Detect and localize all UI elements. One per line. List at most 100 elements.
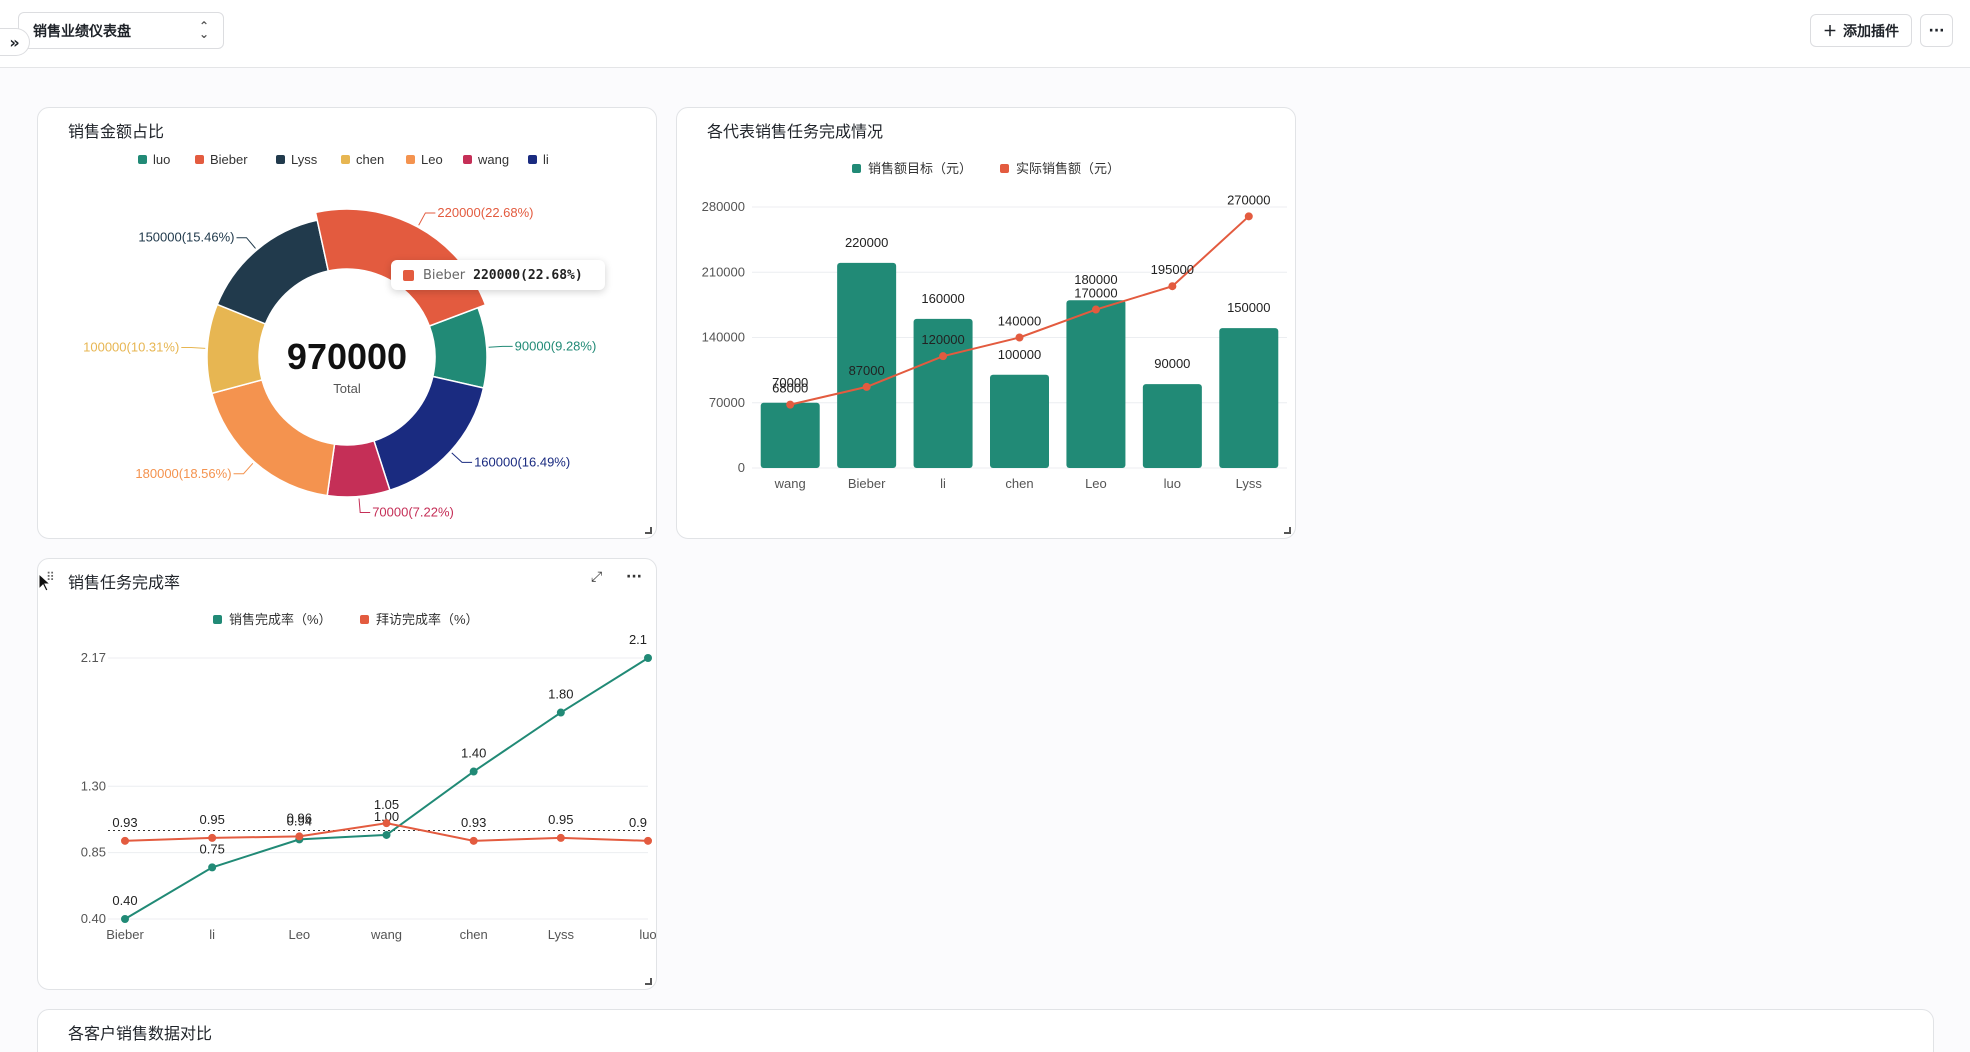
- visit-rate-point-wang: [382, 819, 391, 828]
- bar-chen: [990, 374, 1049, 468]
- add-plugin-label: 添加插件: [1843, 23, 1899, 40]
- x-tick-label-chen: chen: [1005, 476, 1033, 491]
- legend-swatch-Lyss: [276, 155, 285, 164]
- legend-swatch-target: [852, 164, 861, 173]
- actual-value-label-li: 120000: [921, 332, 964, 347]
- resize-handle[interactable]: [1284, 527, 1291, 534]
- customer-chart-card: 各客户销售数据对比: [37, 1009, 1934, 1052]
- visit-rate-point-chen: [469, 836, 478, 845]
- line-chart: 销售完成率（%） 拜访完成率（%） 0.40 0.85 1.30 2.17 Bieber li…: [81, 612, 656, 942]
- x-tick-label-li: li: [940, 476, 946, 491]
- x-tick-label-Bieber: Bieber: [848, 476, 886, 491]
- legend-label-Bieber: Bieber: [210, 152, 248, 167]
- pie-label-li: 70000(7.22%): [372, 504, 454, 519]
- actual-value-label-Leo: 170000: [1074, 286, 1117, 301]
- legend-label-Lyss: Lyss: [291, 152, 318, 167]
- actual-value-label-wang: 68000: [772, 381, 808, 396]
- actual-point-chen: [1015, 333, 1024, 342]
- visit-rate-label-Leo: 0.96: [287, 810, 312, 825]
- x-tick-label-Lyss: Lyss: [1236, 476, 1263, 491]
- x-tick-label-wang: wang: [370, 927, 402, 942]
- y-tick-label: 70000: [709, 395, 745, 410]
- legend-swatch-chen: [341, 155, 350, 164]
- bar-Lyss: [1219, 328, 1279, 468]
- drag-handle-icon[interactable]: ⠿: [46, 570, 55, 584]
- pie-label-line-li: [358, 498, 371, 513]
- actual-point-luo: [1168, 282, 1177, 291]
- legend-label-target: 销售额目标（元）: [868, 161, 972, 176]
- pie-chart-title: 销售金额占比: [68, 122, 165, 141]
- legend-swatch-wang: [463, 155, 472, 164]
- actual-value-label-chen: 140000: [998, 314, 1041, 329]
- bar-value-label-Bieber: 220000: [845, 235, 888, 250]
- more-icon: ···: [1928, 22, 1945, 39]
- more-options-button[interactable]: ···: [1920, 14, 1953, 47]
- legend-swatch-Bieber: [195, 155, 204, 164]
- pie-label-luo: 90000(9.28%): [515, 338, 597, 353]
- visit-rate-point-luo: [644, 836, 652, 845]
- x-tick-label-Bieber: Bieber: [106, 927, 144, 942]
- bar-Leo: [1066, 300, 1126, 468]
- x-tick-label-wang: wang: [774, 476, 806, 491]
- mouse-cursor-icon: [38, 573, 52, 592]
- bar-wang: [760, 402, 820, 468]
- tooltip-name: Bieber: [423, 267, 466, 283]
- expand-sidebar-button[interactable]: »: [0, 28, 30, 56]
- line-chart-card: 销售完成率（%） 拜访完成率（%） 0.40 0.85 1.30 2.17 Bieber li…: [37, 558, 657, 990]
- pie-label-chen: 100000(10.31%): [83, 339, 179, 354]
- actual-value-label-Bieber: 87000: [849, 363, 885, 378]
- legend-label-wang: wang: [477, 152, 509, 167]
- tooltip-value: 220000(22.68%): [473, 267, 583, 283]
- legend-label-chen: chen: [356, 152, 384, 167]
- actual-point-wang: [786, 400, 795, 409]
- bar-value-label-li: 160000: [921, 291, 964, 306]
- visit-rate-label-Bieber: 0.93: [112, 815, 137, 830]
- y-tick-label: 0.40: [81, 911, 106, 926]
- sales-rate-label-li: 0.75: [200, 841, 225, 856]
- sales-rate-point-luo: [644, 654, 652, 662]
- x-tick-label-Leo: Leo: [1085, 476, 1107, 491]
- pie-label-line-Bieber: [418, 212, 436, 226]
- pie-label-line-wang: [451, 452, 473, 463]
- y-tick-label: 1.30: [81, 778, 106, 793]
- legend-swatch-li: [528, 155, 537, 164]
- dashboard-selector[interactable]: 销售业绩仪表盘 ⌃ ⌄: [18, 12, 224, 49]
- expand-icon[interactable]: ⤢: [591, 569, 603, 585]
- dashboard-name: 销售业绩仪表盘: [33, 23, 131, 40]
- visit-rate-label-Lyss: 0.95: [548, 812, 573, 827]
- legend-swatch-luo: [138, 155, 147, 164]
- pie-label-line-luo: [488, 345, 513, 348]
- plus-icon: ＋: [1823, 23, 1837, 40]
- resize-handle[interactable]: [645, 527, 652, 534]
- legend-swatch-sales-rate: [213, 615, 222, 624]
- chart-tooltip: Bieber 220000(22.68%): [391, 260, 605, 290]
- pie-center-label: Total: [333, 381, 361, 396]
- bar-value-label-chen: 100000: [998, 347, 1041, 362]
- customer-chart-title: 各客户销售数据对比: [68, 1024, 213, 1043]
- sales-rate-point-Bieber: [121, 915, 129, 923]
- pie-label-Leo: 180000(18.56%): [135, 466, 231, 481]
- sales-rate-point-li: [208, 863, 217, 872]
- visit-rate-point-Lyss: [556, 833, 565, 842]
- legend-label-luo: luo: [153, 152, 170, 167]
- actual-value-label-Lyss: 270000: [1227, 192, 1270, 207]
- resize-handle[interactable]: [645, 978, 652, 985]
- pie-label-line-Leo: [233, 462, 254, 475]
- legend-label-visit-rate: 拜访完成率（%）: [376, 612, 479, 627]
- actual-point-li: [939, 352, 948, 361]
- x-tick-label-li: li: [209, 927, 215, 942]
- legend-label-sales-rate: 销售完成率（%）: [229, 612, 332, 627]
- bar-chart-card: 销售额目标（元） 实际销售额（元） 0 70000 140000 210000 280000…: [676, 107, 1296, 539]
- x-tick-label-luo: luo: [1164, 476, 1181, 491]
- legend-label-actual: 实际销售额（元）: [1016, 161, 1120, 176]
- actual-point-Bieber: [862, 382, 871, 391]
- visit-rate-label-chen: 0.93: [461, 815, 486, 830]
- y-tick-label: 0: [738, 460, 745, 475]
- x-tick-label-chen: chen: [460, 927, 488, 942]
- add-plugin-button[interactable]: ＋ 添加插件: [1810, 14, 1912, 47]
- legend-swatch-visit-rate: [360, 615, 369, 624]
- pie-label-Lyss: 150000(15.46%): [138, 230, 234, 245]
- card-more-icon[interactable]: ···: [626, 569, 642, 585]
- bar-chart: 销售额目标（元） 实际销售额（元） 0 70000 140000 210000 280000…: [702, 161, 1287, 491]
- actual-value-label-luo: 195000: [1151, 262, 1194, 277]
